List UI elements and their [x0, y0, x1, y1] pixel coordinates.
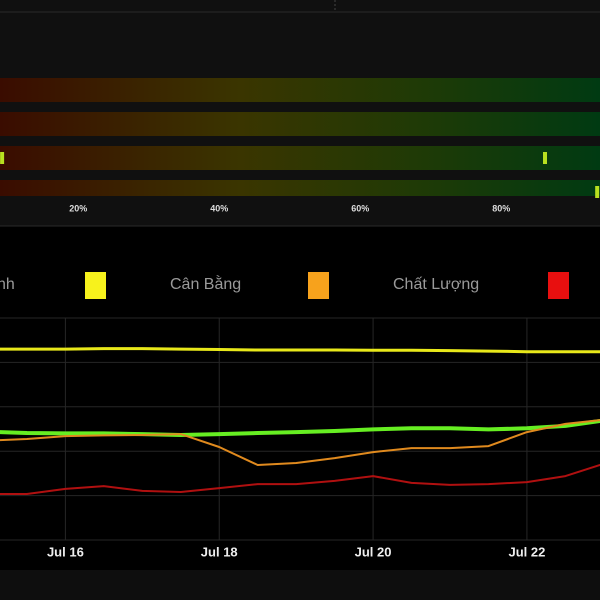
heat-bar — [0, 146, 600, 170]
legend-label: Cân Bằng — [170, 274, 241, 293]
marker — [543, 152, 548, 164]
heat-bar — [0, 180, 600, 196]
bottom-panel — [0, 570, 600, 600]
x-tick-label: Jul 20 — [355, 544, 392, 559]
legend-label: Chất Lượng — [393, 276, 479, 293]
heat-bar — [0, 112, 600, 136]
x-tick-label: Jul 18 — [201, 544, 238, 559]
x-tick-label: Jul 22 — [508, 544, 545, 559]
x-tick-label: 40% — [210, 203, 228, 213]
x-tick-label: 20% — [69, 203, 87, 213]
series-line — [0, 464, 600, 495]
heat-bar — [0, 78, 600, 102]
series-line — [0, 419, 600, 437]
marker — [595, 186, 600, 198]
x-tick-label: Jul 16 — [47, 544, 84, 559]
marker — [0, 152, 5, 164]
legend-label: nh — [0, 276, 15, 293]
x-tick-label: 60% — [351, 203, 369, 213]
x-tick-label: 80% — [492, 203, 510, 213]
legend-swatch — [308, 272, 329, 299]
legend-swatch — [85, 272, 106, 299]
series-line — [0, 419, 600, 466]
legend-swatch — [548, 272, 569, 299]
series-line — [0, 347, 600, 354]
